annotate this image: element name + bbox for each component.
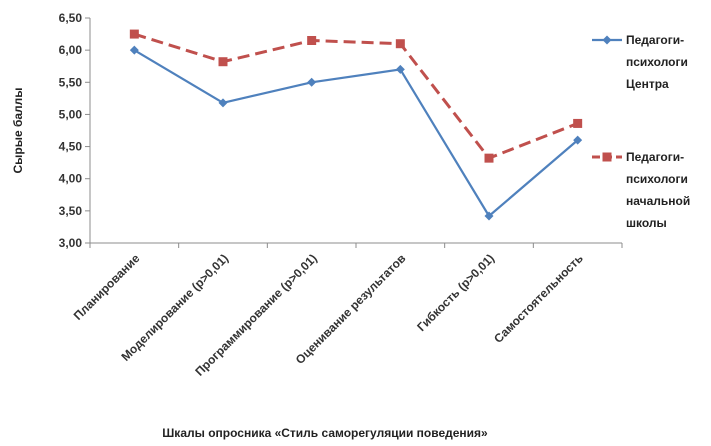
y-axis-title: Сырые баллы xyxy=(11,87,25,173)
data-point xyxy=(307,77,317,87)
legend-label: начальной xyxy=(626,194,690,208)
legend-label: Педагоги- xyxy=(626,33,684,47)
data-point xyxy=(129,45,139,55)
y-tick-label: 4,50 xyxy=(59,140,83,154)
data-point xyxy=(484,153,494,163)
legend-marker xyxy=(602,35,612,45)
data-point xyxy=(307,36,317,45)
data-point xyxy=(573,118,583,128)
x-axis-title: Шкалы опросника «Стиль саморегуляции пов… xyxy=(162,426,488,440)
series-line-2 xyxy=(133,32,579,160)
y-tick-label: 5,50 xyxy=(59,75,83,89)
y-tick-label: 6,00 xyxy=(59,43,83,57)
data-point xyxy=(573,135,583,145)
legend-label: Педагоги- xyxy=(626,150,684,164)
data-point xyxy=(218,98,228,108)
y-ticks: 3,00 3,50 4,00 4,50 5,00 5,50 6,00 6,50 xyxy=(59,11,90,250)
legend: Педагоги-психологи Центра Педагоги-психоло… xyxy=(592,33,690,230)
y-tick-label: 3,50 xyxy=(59,204,83,218)
y-tick-label: 3,00 xyxy=(59,236,83,250)
x-tick-label: Самостоятельность xyxy=(491,251,586,346)
data-point xyxy=(395,64,405,74)
y-tick-label: 6,50 xyxy=(59,11,83,25)
legend-label: школы xyxy=(626,216,667,230)
data-point xyxy=(218,57,228,67)
series-line-1 xyxy=(133,49,579,218)
data-point xyxy=(395,39,405,49)
legend-label: психологи xyxy=(626,172,688,186)
series-group xyxy=(129,29,583,221)
legend-label: Центра xyxy=(626,77,669,91)
axes xyxy=(89,18,622,244)
data-point xyxy=(129,29,139,39)
x-tick-label: Гибкость (p>0,01) xyxy=(414,251,497,334)
y-tick-label: 5,00 xyxy=(59,107,83,121)
legend-label: психологи xyxy=(626,55,688,69)
data-point xyxy=(484,211,494,221)
y-tick-label: 4,00 xyxy=(59,172,83,186)
x-tick-label: Планирование xyxy=(71,251,143,323)
legend-marker xyxy=(602,152,612,162)
